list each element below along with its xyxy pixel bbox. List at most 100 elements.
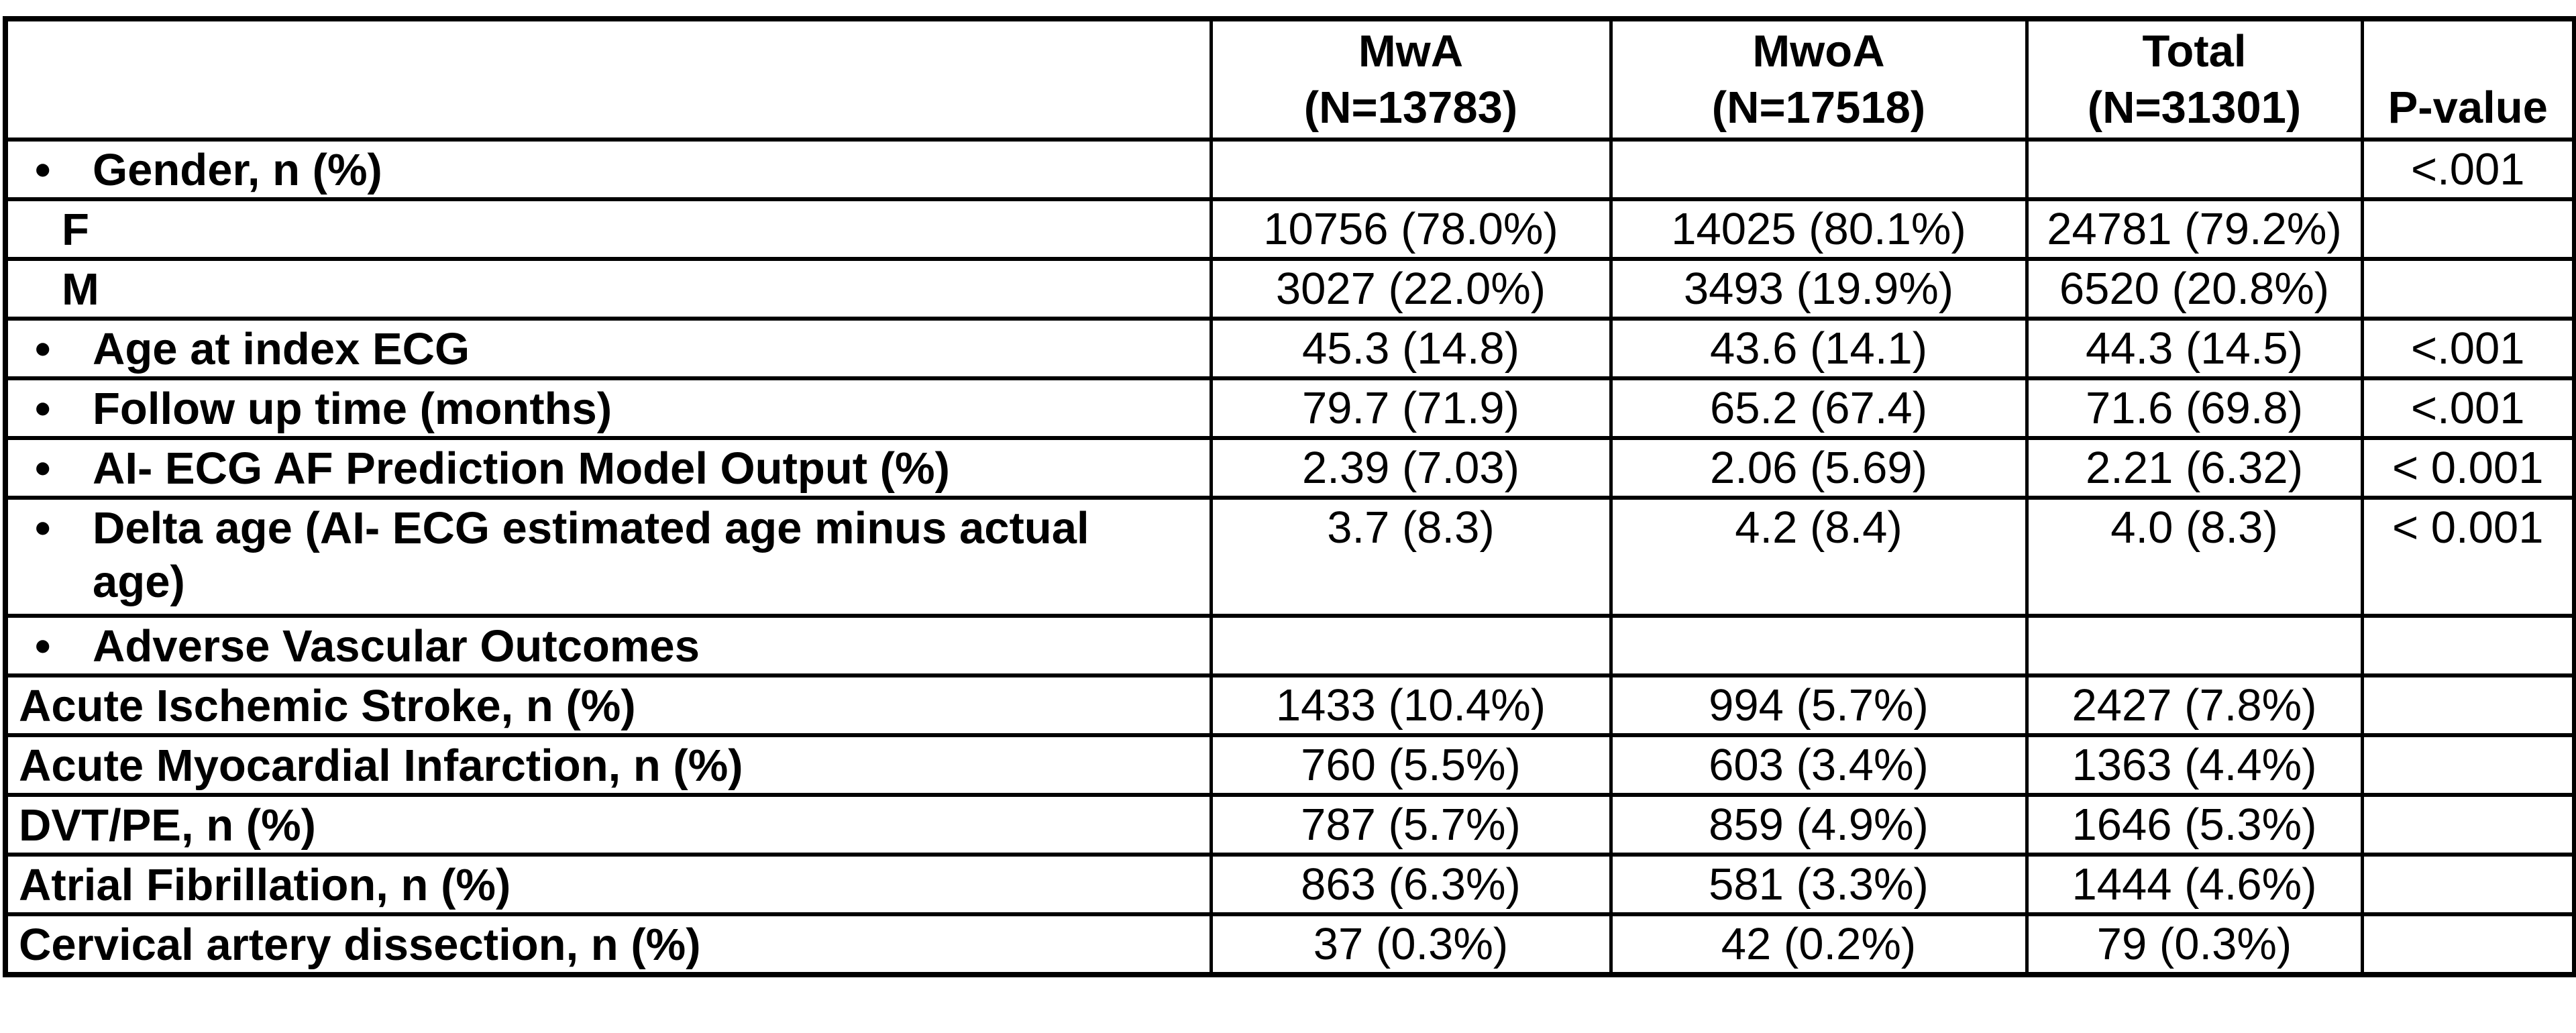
cell-mwa <box>1209 138 1613 201</box>
table-row-age: • Age at index ECG 45.3 (14.8) 43.6 (14.1… <box>3 317 2576 380</box>
cell-pvalue <box>2360 614 2576 677</box>
header-col-pvalue: P-value <box>2360 17 2576 142</box>
header-mwoa-n: (N=17518) <box>1711 82 1926 133</box>
cell-mwa: 1433 (10.4%) <box>1209 673 1613 737</box>
cell-total: 1444 (4.6%) <box>2025 853 2364 916</box>
row-label-cell: F <box>3 197 1213 261</box>
row-label: Delta age (AI- ECG estimated age minus a… <box>93 503 1089 607</box>
bullet-icon: • <box>35 503 51 553</box>
row-label: F <box>62 205 89 255</box>
table-row-cervical-dissection: Cervical artery dissection, n (%) 37 (0.… <box>3 912 2576 977</box>
table-row-male: M 3027 (22.0%) 3493 (19.9%) 6520 (20.8%) <box>3 257 2576 321</box>
cell-total: 2427 (7.8%) <box>2025 673 2364 737</box>
row-label: Adverse Vascular Outcomes <box>93 621 700 671</box>
row-label: AI- ECG AF Prediction Model Output (%) <box>93 443 950 494</box>
cell-total: 2.21 (6.32) <box>2025 436 2364 500</box>
cell-pvalue: <.001 <box>2360 376 2576 440</box>
row-label-cell: Acute Ischemic Stroke, n (%) <box>3 673 1213 737</box>
bullet-icon: • <box>35 324 51 374</box>
row-label-cell: DVT/PE, n (%) <box>3 793 1213 857</box>
row-label: Age at index ECG <box>93 324 470 374</box>
row-label: DVT/PE, n (%) <box>19 800 316 851</box>
table-row-followup: • Follow up time (months) 79.7 (71.9) 65.… <box>3 376 2576 440</box>
bullet-icon: • <box>35 384 51 434</box>
cell-total: 1646 (5.3%) <box>2025 793 2364 857</box>
cell-mwa: 79.7 (71.9) <box>1209 376 1613 440</box>
cell-total <box>2025 614 2364 677</box>
row-label-cell: Acute Myocardial Infarction, n (%) <box>3 733 1213 797</box>
table-row-delta-age: • Delta age (AI- ECG estimated age minus … <box>3 496 2576 618</box>
cell-pvalue: < 0.001 <box>2360 496 2576 618</box>
cell-pvalue <box>2360 733 2576 797</box>
table-row-stroke: Acute Ischemic Stroke, n (%) 1433 (10.4%… <box>3 673 2576 737</box>
cell-total: 6520 (20.8%) <box>2025 257 2364 321</box>
table-row-female: F 10756 (78.0%) 14025 (80.1%) 24781 (79.… <box>3 197 2576 261</box>
header-mwa-name: MwA <box>1358 25 1464 76</box>
cell-mwoa: 4.2 (8.4) <box>1609 496 2029 618</box>
cell-mwa: 787 (5.7%) <box>1209 793 1613 857</box>
cell-mwa: 2.39 (7.03) <box>1209 436 1613 500</box>
header-col-mwoa: MwoA (N=17518) <box>1609 17 2029 142</box>
header-total-name: Total <box>2142 25 2247 76</box>
cell-mwa: 863 (6.3%) <box>1209 853 1613 916</box>
cell-total: 1363 (4.4%) <box>2025 733 2364 797</box>
header-col-mwa: MwA (N=13783) <box>1209 17 1613 142</box>
row-label-cell: M <box>3 257 1213 321</box>
cell-pvalue <box>2360 257 2576 321</box>
cell-mwoa: 994 (5.7%) <box>1609 673 2029 737</box>
row-label: Cervical artery dissection, n (%) <box>19 920 701 970</box>
row-label: Atrial Fibrillation, n (%) <box>19 860 511 910</box>
cell-total: 79 (0.3%) <box>2025 912 2364 977</box>
cell-pvalue: <.001 <box>2360 138 2576 201</box>
row-label: Follow up time (months) <box>93 384 612 434</box>
row-label-cell: • Follow up time (months) <box>3 376 1213 440</box>
cell-mwoa: 581 (3.3%) <box>1609 853 2029 916</box>
row-label-cell: Atrial Fibrillation, n (%) <box>3 853 1213 916</box>
cell-total: 44.3 (14.5) <box>2025 317 2364 380</box>
cell-pvalue <box>2360 197 2576 261</box>
bullet-icon: • <box>35 145 51 195</box>
row-label-cell: • Delta age (AI- ECG estimated age minus … <box>3 496 1213 618</box>
table-row-dvt-pe: DVT/PE, n (%) 787 (5.7%) 859 (4.9%) 1646… <box>3 793 2576 857</box>
cell-mwoa: 2.06 (5.69) <box>1609 436 2029 500</box>
bullet-icon: • <box>35 443 51 494</box>
cell-mwa: 10756 (78.0%) <box>1209 197 1613 261</box>
cell-pvalue <box>2360 673 2576 737</box>
cell-mwoa: 42 (0.2%) <box>1609 912 2029 977</box>
cell-mwoa: 14025 (80.1%) <box>1609 197 2029 261</box>
cohort-characteristics-table: MwA (N=13783) MwoA (N=17518) Total (N=31… <box>3 16 2576 977</box>
row-label-cell: • AI- ECG AF Prediction Model Output (%) <box>3 436 1213 500</box>
row-label: Gender, n (%) <box>93 145 382 195</box>
header-col-total: Total (N=31301) <box>2025 17 2364 142</box>
row-label-cell: • Adverse Vascular Outcomes <box>3 614 1213 677</box>
table-row-gender: • Gender, n (%) <.001 <box>3 138 2576 201</box>
cell-total: 24781 (79.2%) <box>2025 197 2364 261</box>
cell-total: 71.6 (69.8) <box>2025 376 2364 440</box>
cell-pvalue <box>2360 912 2576 977</box>
cell-mwoa: 603 (3.4%) <box>1609 733 2029 797</box>
row-label: Acute Myocardial Infarction, n (%) <box>19 741 743 791</box>
table-row-ai-ecg-af: • AI- ECG AF Prediction Model Output (%) … <box>3 436 2576 500</box>
row-label: Acute Ischemic Stroke, n (%) <box>19 681 636 731</box>
cell-mwa: 45.3 (14.8) <box>1209 317 1613 380</box>
cell-mwa: 3027 (22.0%) <box>1209 257 1613 321</box>
row-label-cell: • Gender, n (%) <box>3 138 1213 201</box>
header-mwoa-name: MwoA <box>1752 25 1885 76</box>
page: MwA (N=13783) MwoA (N=17518) Total (N=31… <box>3 16 2576 977</box>
bullet-icon: • <box>35 621 51 671</box>
cell-pvalue: < 0.001 <box>2360 436 2576 500</box>
cell-mwoa <box>1609 138 2029 201</box>
header-pvalue-label: P-value <box>2387 83 2548 133</box>
header-row: MwA (N=13783) MwoA (N=17518) Total (N=31… <box>3 17 2576 142</box>
table-row-adverse-outcomes: • Adverse Vascular Outcomes <box>3 614 2576 677</box>
table-row-afib: Atrial Fibrillation, n (%) 863 (6.3%) 58… <box>3 853 2576 916</box>
header-empty-cell <box>3 17 1213 142</box>
cell-mwoa: 3493 (19.9%) <box>1609 257 2029 321</box>
cell-total: 4.0 (8.3) <box>2025 496 2364 618</box>
row-label-cell: Cervical artery dissection, n (%) <box>3 912 1213 977</box>
cell-mwoa: 859 (4.9%) <box>1609 793 2029 857</box>
cell-mwa: 760 (5.5%) <box>1209 733 1613 797</box>
cell-mwa: 3.7 (8.3) <box>1209 496 1613 618</box>
cell-pvalue <box>2360 793 2576 857</box>
header-total-n: (N=31301) <box>2087 82 2302 133</box>
